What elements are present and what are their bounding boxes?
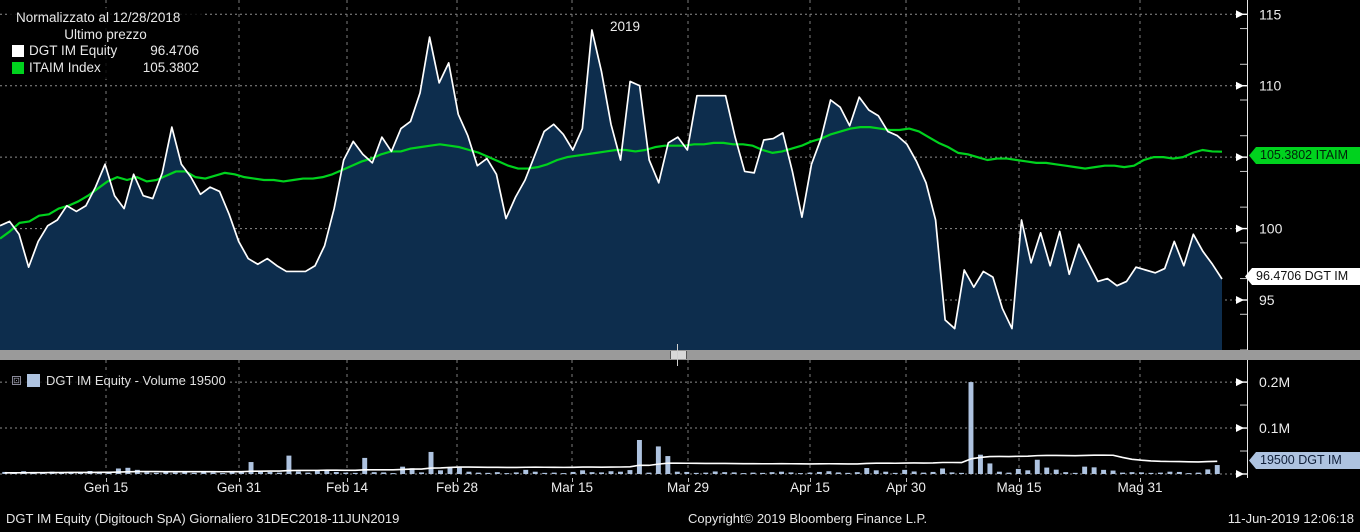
legend-name-dgt: DGT IM Equity — [29, 43, 118, 58]
legend-title: Normalizzato al 12/28/2018 — [16, 10, 181, 25]
x-axis-tick-mark — [106, 478, 107, 482]
legend-value-itaim: 105.3802 — [142, 59, 199, 75]
price-chart-panel[interactable]: 95100105110115 — [0, 0, 1360, 350]
x-axis-tick-mark — [1019, 478, 1020, 482]
footer-timestamp: 11-Jun-2019 12:06:18 — [1227, 511, 1354, 526]
itaim-price-flag: 105.3802 ITAIM — [1249, 147, 1360, 164]
footer-security-info: DGT IM Equity (Digitouch SpA) Giornalier… — [6, 511, 400, 526]
x-axis-tick-label: Mar 15 — [550, 480, 594, 495]
volume-swatch-icon — [27, 374, 40, 387]
volume-legend-label: DGT IM Equity - Volume 19500 — [46, 373, 226, 388]
price-chart-svg: 95100105110115 — [0, 0, 1283, 350]
x-axis-tick-label: Apr 15 — [790, 480, 830, 495]
x-axis-tick-label: Feb 28 — [435, 480, 479, 495]
legend-row-itaim: ITAIM Index 105.3802 — [12, 60, 199, 77]
green-swatch-icon — [12, 61, 24, 74]
x-axis-tick-label: Mag 15 — [996, 480, 1042, 495]
svg-text:110: 110 — [1259, 78, 1282, 94]
x-axis-tick-label: Mar 29 — [666, 480, 710, 495]
white-swatch-icon — [12, 45, 24, 58]
svg-text:0.1M: 0.1M — [1259, 420, 1290, 436]
svg-text:95: 95 — [1259, 292, 1275, 308]
legend-value-dgt: 96.4706 — [150, 43, 199, 58]
x-axis-tick-label: Mag 31 — [1117, 480, 1163, 495]
panel-splitter-tick — [677, 344, 678, 366]
footer-bar: DGT IM Equity (Digitouch SpA) Giornalier… — [0, 508, 1360, 532]
x-axis-tick-mark — [457, 478, 458, 482]
x-axis-tick-mark — [239, 478, 240, 482]
x-axis-year-label: 2019 — [609, 19, 641, 34]
svg-text:100: 100 — [1259, 221, 1283, 237]
expand-collapse-icon[interactable]: ⊡ — [12, 376, 21, 385]
x-axis-tick-label: Apr 30 — [886, 480, 926, 495]
x-axis-tick-label: Gen 31 — [216, 480, 262, 495]
volume-chart-svg: 0.1M 0.2M — [0, 360, 1290, 478]
legend-name-itaim: ITAIM Index — [29, 59, 101, 75]
x-axis-tick-mark — [906, 478, 907, 482]
x-axis-tick-mark — [1140, 478, 1141, 482]
panel-splitter-handle[interactable] — [670, 351, 687, 359]
svg-text:0.2M: 0.2M — [1259, 374, 1290, 390]
price-axis-line — [1247, 0, 1248, 350]
dgt-im-price-flag: 96.4706 DGT IM — [1245, 268, 1360, 285]
x-axis-tick-mark — [688, 478, 689, 482]
x-axis-tick-label: Gen 15 — [83, 480, 129, 495]
x-axis-tick-mark — [572, 478, 573, 482]
volume-flag: 19500 DGT IM — [1249, 452, 1360, 469]
x-axis-tick-mark — [810, 478, 811, 482]
x-axis-tick-mark — [347, 478, 348, 482]
volume-legend: ⊡ DGT IM Equity - Volume 19500 — [8, 372, 230, 389]
volume-axis-line — [1247, 360, 1248, 478]
x-axis-tick-label: Feb 14 — [325, 480, 369, 495]
legend-subtitle: Ultimo prezzo — [64, 26, 147, 42]
volume-chart-panel[interactable]: 0.1M 0.2M ⊡ DGT IM Equity - Volume 19500 — [0, 360, 1360, 478]
legend-row-dgt: DGT IM Equity 96.4706 — [12, 43, 199, 60]
price-legend: Normalizzato al 12/28/2018 Ultimo prezzo… — [8, 8, 205, 79]
x-axis: Gen 15 Gen 31 Feb 14 Feb 28 Mar 15 Mar 29 Apr … — [0, 478, 1360, 506]
footer-copyright: Copyright© 2019 Bloomberg Finance L.P. — [688, 511, 928, 526]
svg-text:115: 115 — [1259, 6, 1282, 22]
